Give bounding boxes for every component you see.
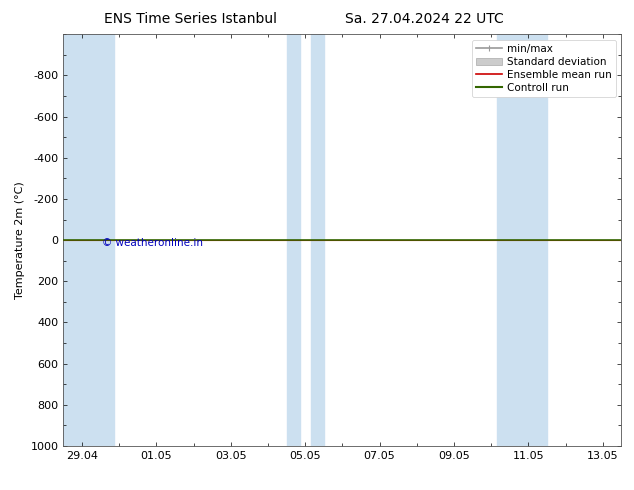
Bar <box>496 34 510 446</box>
Text: ENS Time Series Istanbul: ENS Time Series Istanbul <box>104 12 276 26</box>
Y-axis label: Temperature 2m (°C): Temperature 2m (°C) <box>15 181 25 299</box>
Bar <box>287 34 300 446</box>
Bar <box>63 34 113 446</box>
Text: Sa. 27.04.2024 22 UTC: Sa. 27.04.2024 22 UTC <box>346 12 504 26</box>
Legend: min/max, Standard deviation, Ensemble mean run, Controll run: min/max, Standard deviation, Ensemble me… <box>472 40 616 97</box>
Text: © weatheronline.in: © weatheronline.in <box>103 238 204 248</box>
Bar <box>311 34 324 446</box>
Bar <box>510 34 547 446</box>
